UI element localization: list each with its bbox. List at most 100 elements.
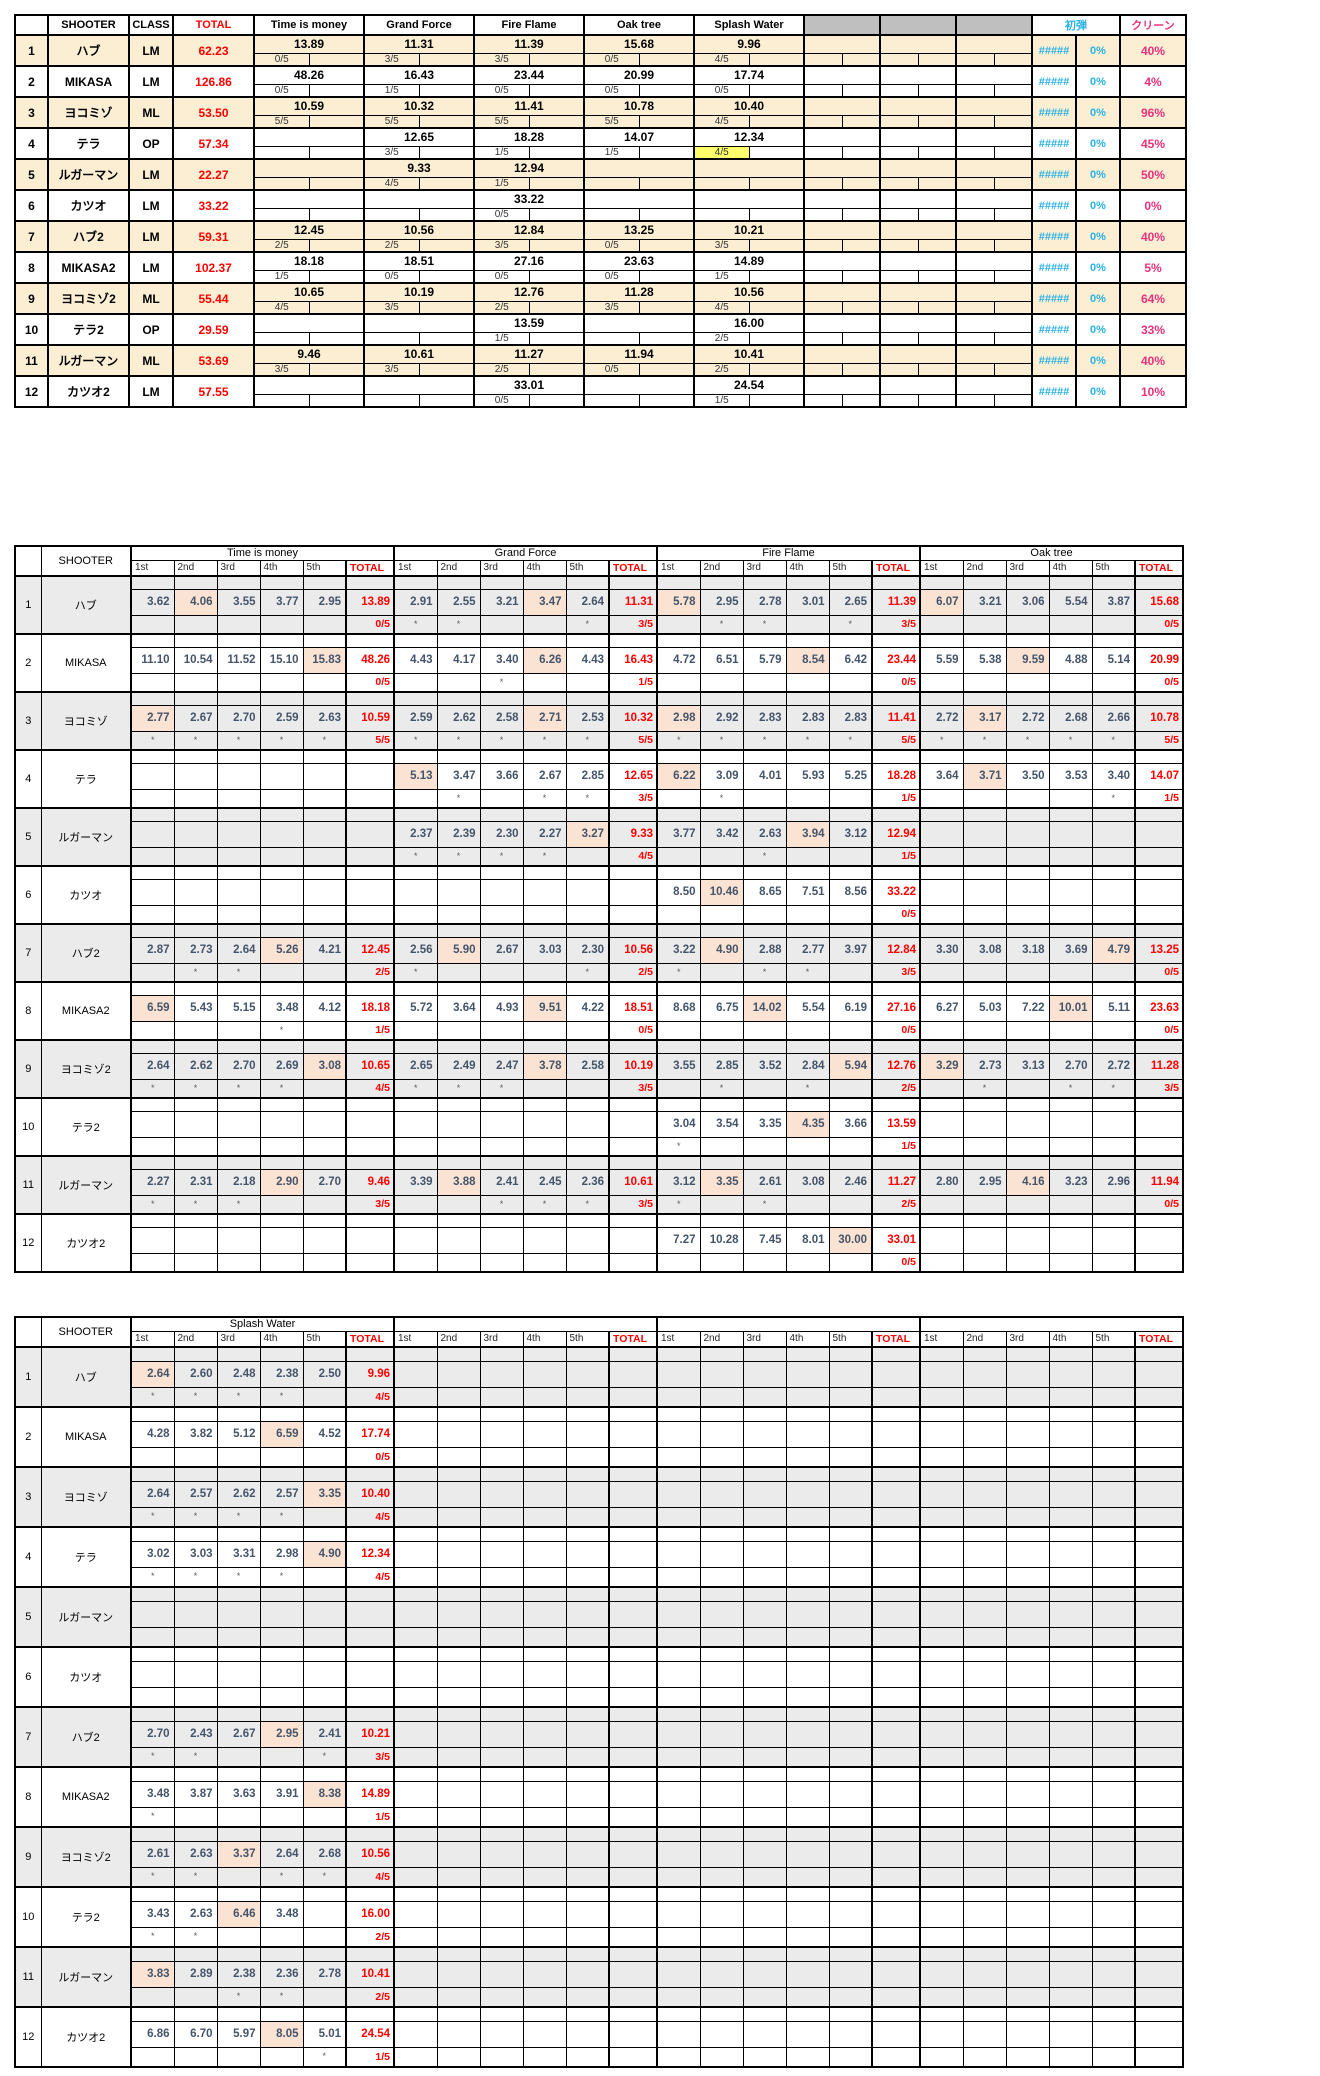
clean-shot-mark bbox=[479, 1746, 524, 1768]
clean-shot-mark: * bbox=[216, 1386, 261, 1408]
clean-shot-mark: * bbox=[173, 730, 218, 751]
stage-score bbox=[253, 158, 365, 178]
shot-value: 3.77 bbox=[656, 820, 701, 848]
clean-shot-mark bbox=[919, 1626, 964, 1648]
clean-shot-mark bbox=[1005, 1866, 1050, 1888]
spacer-cell bbox=[565, 1886, 610, 1902]
shot-value: 4.01 bbox=[742, 762, 787, 790]
clean-shot-mark: * bbox=[565, 788, 610, 809]
clean-shot-mark bbox=[130, 2046, 175, 2068]
clean-ratio bbox=[363, 393, 420, 408]
spacer-cell bbox=[565, 865, 610, 880]
clean-shot-mark bbox=[302, 672, 347, 693]
clean-shot-mark bbox=[302, 1078, 347, 1099]
clean-shot-mark: * bbox=[962, 1078, 1007, 1099]
spacer-cell bbox=[259, 865, 304, 880]
first-shot-hash: ##### bbox=[1031, 158, 1077, 191]
shot-value bbox=[1005, 1420, 1050, 1448]
shooter-name: MIKASA bbox=[47, 65, 130, 98]
clean-shot-mark: * bbox=[130, 1566, 175, 1588]
shot-order-header: 2nd bbox=[436, 1330, 481, 1348]
clean-ratio bbox=[1134, 1626, 1184, 1648]
shot-value bbox=[393, 1840, 438, 1868]
shot-value: 3.48 bbox=[259, 1900, 304, 1928]
clean-shot-mark bbox=[130, 672, 175, 693]
spacer-cell bbox=[1134, 1706, 1184, 1722]
spacer-cell bbox=[302, 1039, 347, 1054]
ratio-spacer bbox=[528, 269, 585, 284]
clean-shot-mark: * bbox=[393, 730, 438, 751]
shot-value: 3.69 bbox=[1048, 936, 1093, 964]
clean-shot-mark bbox=[1091, 1194, 1136, 1215]
clean-shot-mark bbox=[656, 2046, 701, 2068]
clean-shot-mark: * bbox=[259, 1566, 304, 1588]
spacer-cell bbox=[436, 1213, 481, 1228]
clean-shot-mark bbox=[699, 1386, 744, 1408]
shot-value bbox=[565, 878, 610, 906]
shot-value bbox=[522, 1600, 567, 1628]
spacer-cell bbox=[1048, 1646, 1093, 1662]
clean-shot-mark bbox=[259, 614, 304, 635]
clean-ratio bbox=[871, 1866, 921, 1888]
spacer-cell bbox=[919, 1946, 964, 1962]
spacer-cell bbox=[565, 575, 610, 590]
shot-value: 2.73 bbox=[962, 1052, 1007, 1080]
spacer-cell bbox=[656, 1466, 701, 1482]
clean-ratio: 5/5 bbox=[608, 730, 658, 751]
filler-cell bbox=[879, 189, 957, 209]
total-score: 57.34 bbox=[172, 127, 255, 160]
clean-ratio bbox=[608, 1252, 658, 1273]
spacer-cell bbox=[785, 2006, 830, 2022]
shot-order-header: 2nd bbox=[962, 1330, 1007, 1348]
shot-value: 10.01 bbox=[1048, 994, 1093, 1022]
spacer-cell bbox=[173, 807, 218, 822]
spacer-cell bbox=[1134, 1826, 1184, 1842]
shot-value: 6.70 bbox=[173, 2020, 218, 2048]
spacer-cell bbox=[130, 1039, 175, 1054]
shot-value bbox=[742, 1540, 787, 1568]
spacer-cell bbox=[302, 981, 347, 996]
clean-shot-mark bbox=[1091, 1986, 1136, 2008]
clean-shot-mark: * bbox=[785, 1078, 830, 1099]
shot-value: 2.53 bbox=[565, 704, 610, 732]
shot-value bbox=[130, 1226, 175, 1254]
spacer-cell bbox=[565, 1155, 610, 1170]
clean-shot-mark bbox=[1091, 614, 1136, 635]
detail-table: SHOOTER Splash Water 1st 2nd 3rd 4th 5th TOTAL 1… bbox=[14, 1316, 1184, 2068]
shooter-name: ハブ2 bbox=[40, 1706, 132, 1768]
clean-shot-mark bbox=[1091, 1020, 1136, 1041]
spacer-cell bbox=[479, 749, 524, 764]
spacer-cell bbox=[962, 1466, 1007, 1482]
shot-value bbox=[522, 1420, 567, 1448]
clean-shot-mark bbox=[1005, 962, 1050, 983]
spacer-cell bbox=[871, 1466, 921, 1482]
clean-shot-mark bbox=[216, 904, 261, 925]
spacer-cell bbox=[1134, 1039, 1184, 1054]
group-total bbox=[871, 1360, 921, 1388]
shot-value bbox=[919, 1660, 964, 1688]
clean-shot-mark bbox=[1005, 1020, 1050, 1041]
clean-shot-mark bbox=[130, 1136, 175, 1157]
spacer-cell bbox=[393, 865, 438, 880]
shot-value: 2.70 bbox=[302, 1168, 347, 1196]
spacer-cell bbox=[173, 1586, 218, 1602]
filler-cell bbox=[993, 269, 1033, 284]
spacer-cell bbox=[1005, 1466, 1050, 1482]
shot-value bbox=[919, 1900, 964, 1928]
spacer-cell bbox=[522, 1946, 567, 1962]
spacer-cell bbox=[871, 1706, 921, 1722]
shot-value bbox=[962, 1600, 1007, 1628]
shot-value bbox=[962, 1420, 1007, 1448]
spacer-cell bbox=[479, 1466, 524, 1482]
total-score: 102.37 bbox=[172, 251, 255, 284]
clean-shot-mark bbox=[962, 1746, 1007, 1768]
clean-ratio bbox=[1134, 1926, 1184, 1948]
clean-shot-mark bbox=[302, 1446, 347, 1468]
stage-score: 11.27 bbox=[473, 344, 585, 364]
spacer-cell bbox=[393, 1406, 438, 1422]
clean-shot-mark bbox=[393, 1566, 438, 1588]
first-shot-pct: 0% bbox=[1075, 96, 1121, 129]
clean-shot-mark bbox=[565, 672, 610, 693]
shot-value: 6.59 bbox=[130, 994, 175, 1022]
clean-shot-mark: * bbox=[130, 1078, 175, 1099]
